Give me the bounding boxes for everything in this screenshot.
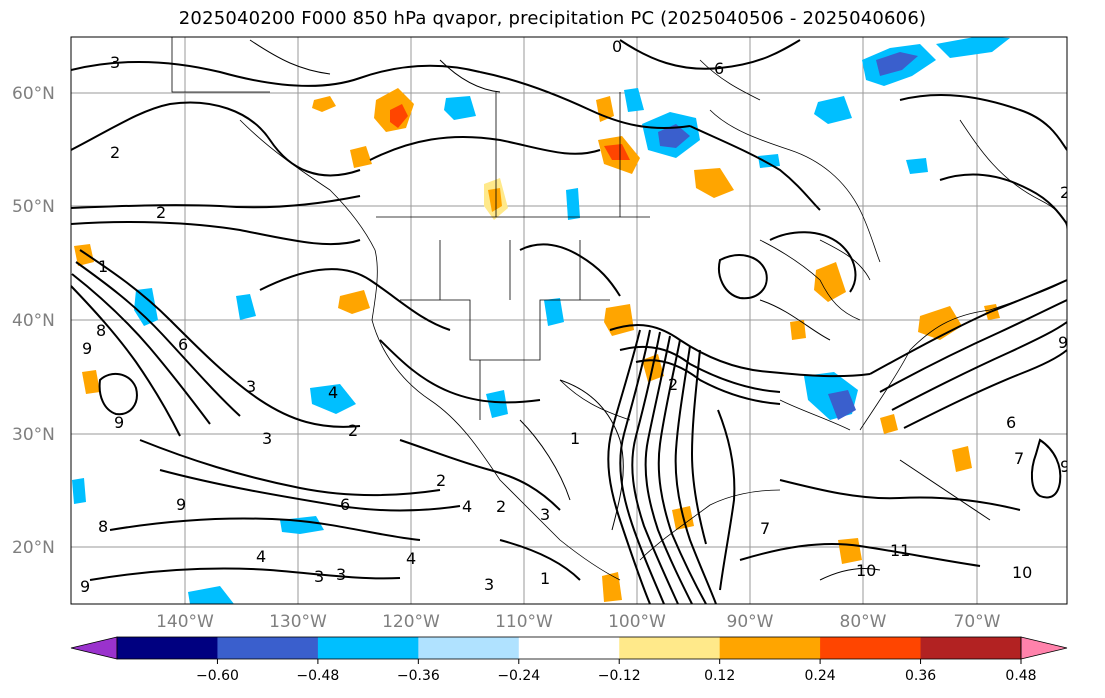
lon-label-100w: 100°W: [608, 612, 666, 632]
lon-label-90w: 90°W: [727, 612, 774, 632]
contour-label: 9: [80, 577, 90, 596]
contour-label: 6: [714, 59, 724, 78]
contour-label: 9: [1058, 333, 1068, 352]
colorbar-bin: [217, 637, 319, 659]
colorbar-tick-label: −0.60: [196, 668, 239, 684]
lon-label-140w: 140°W: [156, 612, 214, 632]
colorbar-ticks: −0.60 −0.48 −0.36 −0.24 −0.12 0.12 0.24 0.36 0.4…: [196, 659, 1037, 684]
colorbar-bin: [117, 637, 218, 659]
contour-label: 6: [1006, 413, 1016, 432]
contour-label: 2: [110, 143, 120, 162]
contour-labels: 3 2 0 6 2 2 1 8 6 9 3 9 4 2 3 6 9 8 9 4 …: [80, 37, 1070, 596]
colorbar-tick-label: 0.48: [1005, 668, 1036, 684]
colorbar-tick-label: −0.12: [598, 668, 641, 684]
contour-label: 10: [1012, 563, 1032, 582]
contour-label: 9: [82, 339, 92, 358]
colorbar-extend-low: [70, 636, 118, 660]
colorbar-bin: [418, 637, 520, 659]
contour-label: 8: [96, 321, 106, 340]
colorbar-bin: [518, 637, 620, 659]
colorbar-bin: [317, 637, 419, 659]
colorbar-tick-label: 0.12: [704, 668, 735, 684]
contour-label: 3: [246, 377, 256, 396]
colorbar-bin: [920, 637, 1022, 659]
lat-label-50n: 50°N: [12, 197, 55, 217]
contour-label: 2: [496, 497, 506, 516]
contour-label: 7: [760, 519, 770, 538]
contour-label: 3: [540, 505, 550, 524]
contour-label: 6: [178, 335, 188, 354]
contour-label: 10: [856, 561, 876, 580]
lon-label-120w: 120°W: [382, 612, 440, 632]
contour-label: 1: [540, 569, 550, 588]
colorbar-tick-label: −0.24: [497, 668, 540, 684]
colorbar-tick-label: 0.24: [805, 668, 836, 684]
lon-label-110w: 110°W: [495, 612, 553, 632]
contour-label: 4: [406, 549, 416, 568]
lon-label-70w: 70°W: [954, 612, 1001, 632]
contour-label: 4: [256, 547, 266, 566]
contour-label: 2: [1060, 183, 1070, 202]
contour-label: 11: [890, 541, 910, 560]
colorbar-extend-high: [1020, 636, 1068, 660]
contour-label: 4: [462, 497, 472, 516]
contour-label: 6: [340, 495, 350, 514]
map-frame: [70, 36, 1068, 605]
colorbar-bin: [719, 637, 821, 659]
contour-label: 3: [484, 575, 494, 594]
latitude-labels: 60°N 50°N 40°N 30°N 20°N: [12, 84, 55, 558]
colorbar-bin: [820, 637, 922, 659]
contour-label: 9: [176, 495, 186, 514]
lat-label-20n: 20°N: [12, 538, 55, 558]
precip-shading: [72, 37, 1010, 604]
longitude-labels: 140°W 130°W 120°W 110°W 100°W 90°W 80°W …: [156, 612, 1001, 632]
contour-label: 3: [336, 565, 346, 584]
contour-label: 1: [98, 257, 108, 276]
contour-label: 2: [348, 421, 358, 440]
contour-label: 7: [1014, 449, 1024, 468]
lat-label-40n: 40°N: [12, 311, 55, 331]
contour-label: 3: [314, 567, 324, 586]
contour-label: 4: [328, 383, 338, 402]
contour-label: 3: [110, 53, 120, 72]
colorbar-frame: [116, 636, 1022, 660]
contour-label: 1: [570, 429, 580, 448]
qvapor-contours: [71, 39, 1067, 604]
colorbar-tick-label: −0.36: [397, 668, 440, 684]
colorbar-tick-label: 0.36: [905, 668, 936, 684]
contour-label: 0: [612, 37, 622, 56]
lat-label-60n: 60°N: [12, 84, 55, 104]
lon-label-130w: 130°W: [269, 612, 327, 632]
chart-title: 2025040200 F000 850 hPa qvapor, precipit…: [178, 8, 927, 29]
contour-label: 3: [262, 429, 272, 448]
contour-label: 9: [114, 413, 124, 432]
contour-label: 9: [1060, 457, 1070, 476]
lat-label-30n: 30°N: [12, 425, 55, 445]
lon-label-80w: 80°W: [840, 612, 887, 632]
contour-label: 2: [156, 203, 166, 222]
contour-label: 2: [668, 375, 678, 394]
qvapor-contours-thin: [249, 39, 991, 581]
contour-label: 8: [98, 517, 108, 536]
colorbar: [70, 636, 1068, 660]
colorbar-bin: [619, 637, 721, 659]
contour-label: 2: [436, 471, 446, 490]
colorbar-tick-label: −0.48: [296, 668, 339, 684]
